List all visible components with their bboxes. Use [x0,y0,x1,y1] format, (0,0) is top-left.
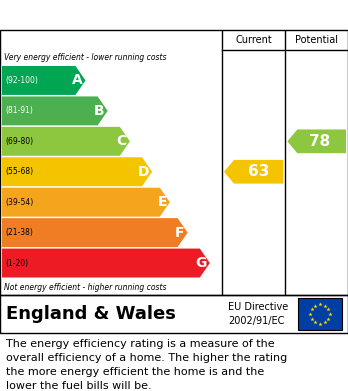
Text: C: C [117,135,127,148]
Bar [298,298,342,330]
Text: Very energy efficient - lower running costs: Very energy efficient - lower running co… [4,54,166,63]
Text: Energy Efficiency Rating: Energy Efficiency Rating [10,7,220,23]
Polygon shape [2,157,152,186]
Polygon shape [2,97,108,126]
Text: England & Wales: England & Wales [6,305,176,323]
Text: (1-20): (1-20) [5,258,28,267]
Text: (69-80): (69-80) [5,137,33,146]
Text: (55-68): (55-68) [5,167,33,176]
Text: (39-54): (39-54) [5,198,33,207]
Text: G: G [196,256,207,270]
Polygon shape [2,188,170,217]
Text: EU Directive
2002/91/EC: EU Directive 2002/91/EC [228,302,288,326]
Polygon shape [287,129,346,153]
Text: D: D [137,165,149,179]
Text: E: E [157,195,167,209]
Polygon shape [2,249,210,278]
Text: (81-91): (81-91) [5,106,33,115]
Text: 78: 78 [309,134,330,149]
Text: Current: Current [235,35,272,45]
Polygon shape [2,66,86,95]
Text: F: F [175,226,185,240]
Text: A: A [72,74,82,88]
Text: Not energy efficient - higher running costs: Not energy efficient - higher running co… [4,283,166,292]
Polygon shape [2,127,130,156]
Text: B: B [94,104,105,118]
Text: 63: 63 [248,164,269,179]
Text: (92-100): (92-100) [5,76,38,85]
Polygon shape [224,160,283,184]
Text: (21-38): (21-38) [5,228,33,237]
Polygon shape [2,218,188,247]
Text: Potential: Potential [295,35,338,45]
Text: The energy efficiency rating is a measure of the
overall efficiency of a home. T: The energy efficiency rating is a measur… [6,339,287,391]
